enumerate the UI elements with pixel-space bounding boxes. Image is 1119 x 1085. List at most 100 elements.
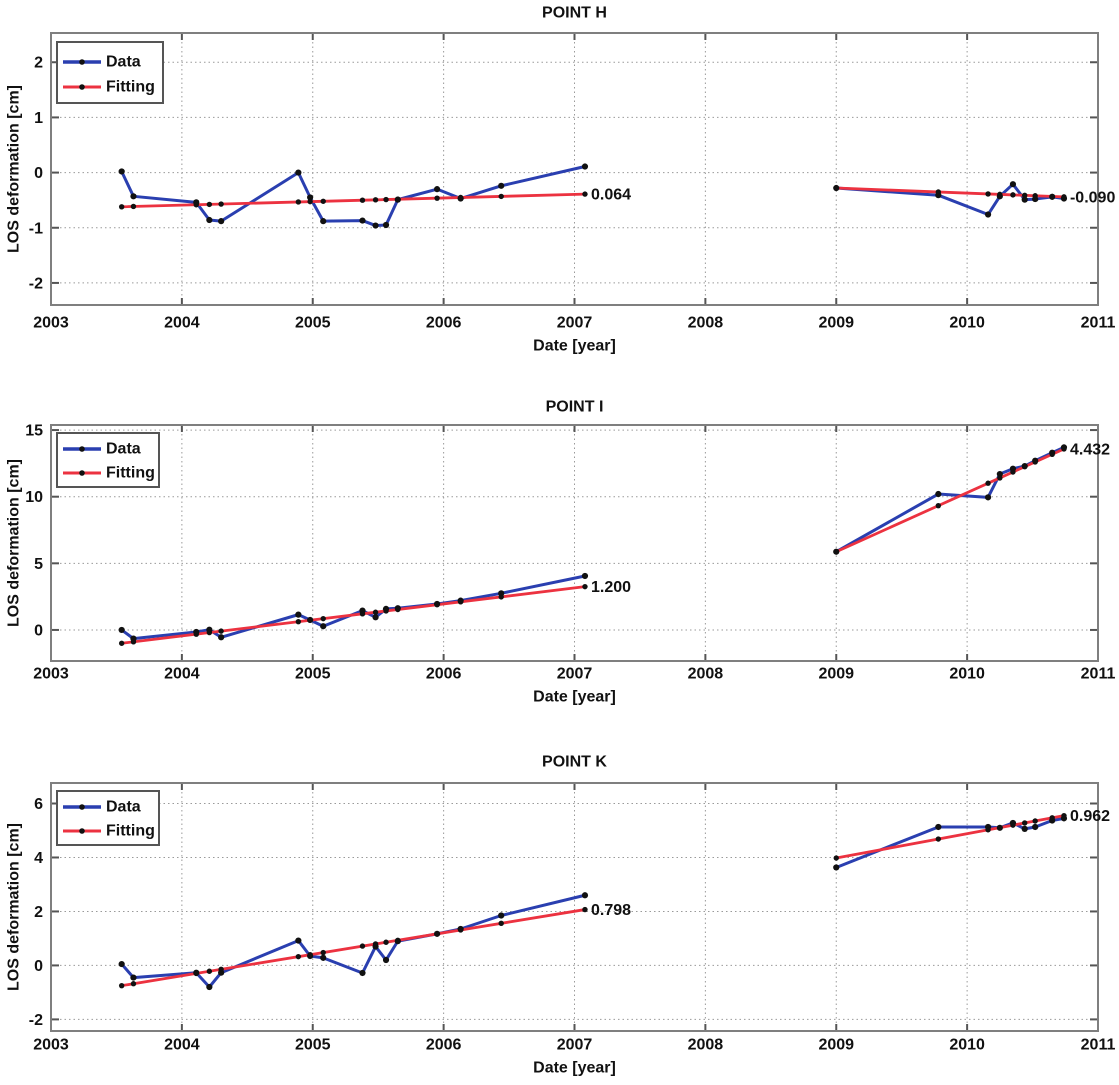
x-tick-label: 2003 (33, 315, 69, 332)
plot-border (50, 424, 1099, 662)
y-axis-label: LOS deformation [cm] (6, 85, 23, 253)
fitting-point-marker (218, 201, 224, 207)
data-point-marker (206, 216, 213, 224)
data-line-segment (120, 574, 587, 641)
slope-annotation: 0.064 (591, 187, 631, 204)
x-tick-label: 2008 (688, 315, 724, 332)
legend-entry-label: Data (106, 799, 141, 816)
fitting-point-marker (985, 480, 991, 486)
data-point-marker (359, 969, 366, 977)
legend-entry-label: Fitting (106, 465, 155, 482)
y-tick-label: 1 (34, 110, 43, 127)
y-tick-label: 4 (34, 850, 43, 867)
legend-entry-marker (79, 446, 85, 452)
fitting-point-marker (383, 939, 389, 945)
legend-entry-label: Fitting (106, 79, 155, 96)
fitting-point-marker (997, 824, 1003, 831)
fitting-point-marker (130, 639, 137, 645)
x-axis-label: Date [year] (533, 689, 616, 706)
data-point-marker (498, 912, 505, 919)
fitting-point-marker (1032, 818, 1038, 824)
fitting-point-marker (1032, 459, 1038, 465)
data-point-marker (1021, 825, 1028, 832)
x-tick-label: 2008 (688, 666, 724, 683)
data-point-marker (984, 494, 992, 501)
data-line-segment (834, 816, 1066, 869)
data-point-marker (218, 218, 225, 225)
y-tick-label: 0 (34, 958, 43, 975)
fitting-point-marker (206, 201, 213, 208)
data-point-marker (295, 611, 302, 618)
fitting-point-marker (1049, 815, 1055, 821)
y-axis-label: LOS deformation [cm] (6, 823, 23, 991)
data-point-marker (307, 194, 314, 201)
fitting-point-marker (1022, 464, 1028, 470)
x-tick-label: 2010 (949, 666, 985, 683)
x-tick-label: 2006 (426, 666, 462, 683)
data-point-marker (1009, 181, 1017, 188)
x-tick-label: 2003 (33, 666, 69, 683)
plot-border (50, 782, 1099, 1032)
x-axis-label: Date [year] (533, 1060, 616, 1077)
data-point-marker (372, 614, 379, 621)
data-point-marker (581, 572, 589, 580)
x-tick-label: 2006 (426, 315, 462, 332)
fitting-point-marker (997, 475, 1003, 481)
fitting-point-marker (457, 194, 464, 201)
fitting-point-marker (118, 982, 125, 989)
fitting-point-marker (395, 937, 401, 944)
x-tick-label: 2011 (1081, 315, 1116, 332)
y-tick-label: 6 (34, 796, 43, 813)
data-point-marker (498, 182, 505, 189)
fitting-point-marker (206, 629, 213, 636)
data-point-marker (130, 193, 137, 200)
fitting-point-marker (193, 631, 199, 637)
fitting-line-segment (834, 186, 1066, 199)
data-point-marker (118, 626, 125, 634)
fitting-line-segment (120, 908, 587, 988)
y-tick-label: 5 (34, 556, 43, 573)
y-tick-label: 0 (34, 622, 43, 639)
x-tick-label: 2011 (1081, 1037, 1116, 1054)
fitting-point-marker (833, 549, 839, 555)
fitting-point-marker (1049, 451, 1055, 458)
fitting-point-marker (935, 502, 942, 509)
fitting-point-marker (372, 941, 379, 947)
legend: Data Fitting (56, 41, 164, 104)
legend-entry-marker (79, 804, 85, 810)
fitting-point-marker (1010, 822, 1016, 828)
fitting-point-marker (359, 943, 366, 949)
x-tick-label: 2005 (295, 1037, 331, 1054)
y-tick-label: 15 (25, 423, 43, 440)
fitting-point-marker (359, 197, 366, 203)
fitting-point-marker (1022, 192, 1028, 199)
fitting-point-marker (582, 191, 588, 197)
x-axis-label: Date [year] (533, 338, 616, 355)
legend-box (56, 432, 160, 488)
fitting-line-segment (120, 585, 587, 645)
x-tick-label: 2005 (295, 315, 331, 332)
x-tick-label: 2003 (33, 1037, 69, 1054)
data-point-marker (433, 186, 441, 193)
chart-point-h: 0.064 -0.090 2003 2004 2005 2006 2007 2008 2009 2… (6, 5, 1116, 355)
data-point-marker (206, 983, 213, 991)
y-axis-label: LOS deformation [cm] (6, 459, 23, 627)
fitting-point-marker (359, 611, 366, 617)
chart-point-i: 1.200 4.432 2003 2004 2005 2006 2007 2008 2009 20… (6, 399, 1116, 706)
x-tick-label: 2007 (557, 1037, 593, 1054)
data-point-marker (382, 221, 390, 229)
x-tick-label: 2007 (557, 315, 593, 332)
x-tick-label: 2009 (818, 315, 854, 332)
x-tick-label: 2005 (295, 666, 331, 683)
fitting-point-marker (320, 949, 326, 956)
data-point-marker (295, 937, 302, 944)
fitting-point-marker (1022, 820, 1028, 826)
fitting-point-marker (498, 594, 504, 600)
fitting-point-marker (985, 827, 991, 833)
fitting-point-marker (434, 195, 440, 201)
slope-annotation: 1.200 (591, 579, 631, 596)
legend-entry-label: Data (106, 54, 141, 71)
fitting-point-marker (218, 966, 224, 973)
legend-box (56, 41, 164, 104)
